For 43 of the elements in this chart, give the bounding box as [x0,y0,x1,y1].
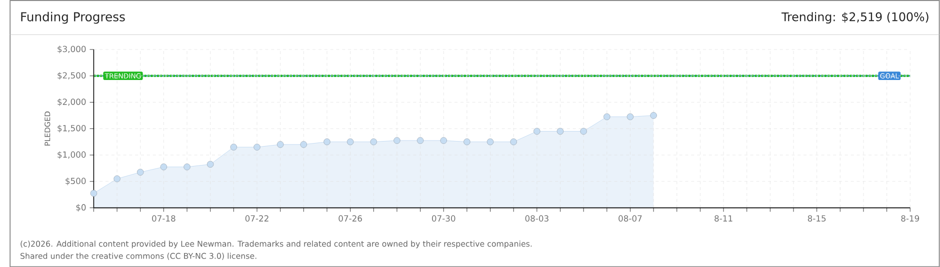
y-tick-label: $2,500 [58,72,86,80]
point [137,168,144,176]
y-tick-label: $1,000 [58,151,86,159]
x-tick-label: 08-07 [618,215,642,222]
point [160,163,168,170]
x-tick-label: 07-30 [432,215,456,222]
x-tick-label: 8-11 [714,215,732,222]
y-tick-label: $3,000 [58,46,86,54]
x-tick-label: 8-15 [808,215,826,222]
x-tick-label: 8-19 [901,215,920,222]
point [556,128,564,135]
point [604,113,610,120]
y-tick-label: $2,000 [58,98,86,106]
x-tick-label: 07-22 [245,215,268,222]
point [254,144,260,150]
point [626,113,634,120]
point [324,138,330,146]
y-tick-label: $0 [76,204,86,212]
point [184,163,190,170]
x-tick-label: 07-18 [152,215,176,222]
point [534,128,540,135]
point [276,141,284,148]
chart-subtitle: Trending: $2,519 (100%) [781,12,928,24]
y-tick-label: $500 [66,178,86,186]
point [416,137,424,144]
point [510,138,517,146]
point [90,190,98,197]
point [486,138,494,146]
y-tick-label: $1,500 [58,124,86,132]
point [440,137,447,144]
point [394,137,400,144]
point [114,175,120,182]
point [300,141,308,148]
point [206,160,214,168]
point [346,138,354,146]
point [370,138,377,146]
point [230,144,238,150]
point [464,138,470,146]
point [580,128,587,135]
chart-title: Funding Progress [21,12,125,24]
x-tick-label: 08-03 [525,215,548,222]
point [650,112,657,119]
x-tick-label: 07-26 [338,215,362,222]
